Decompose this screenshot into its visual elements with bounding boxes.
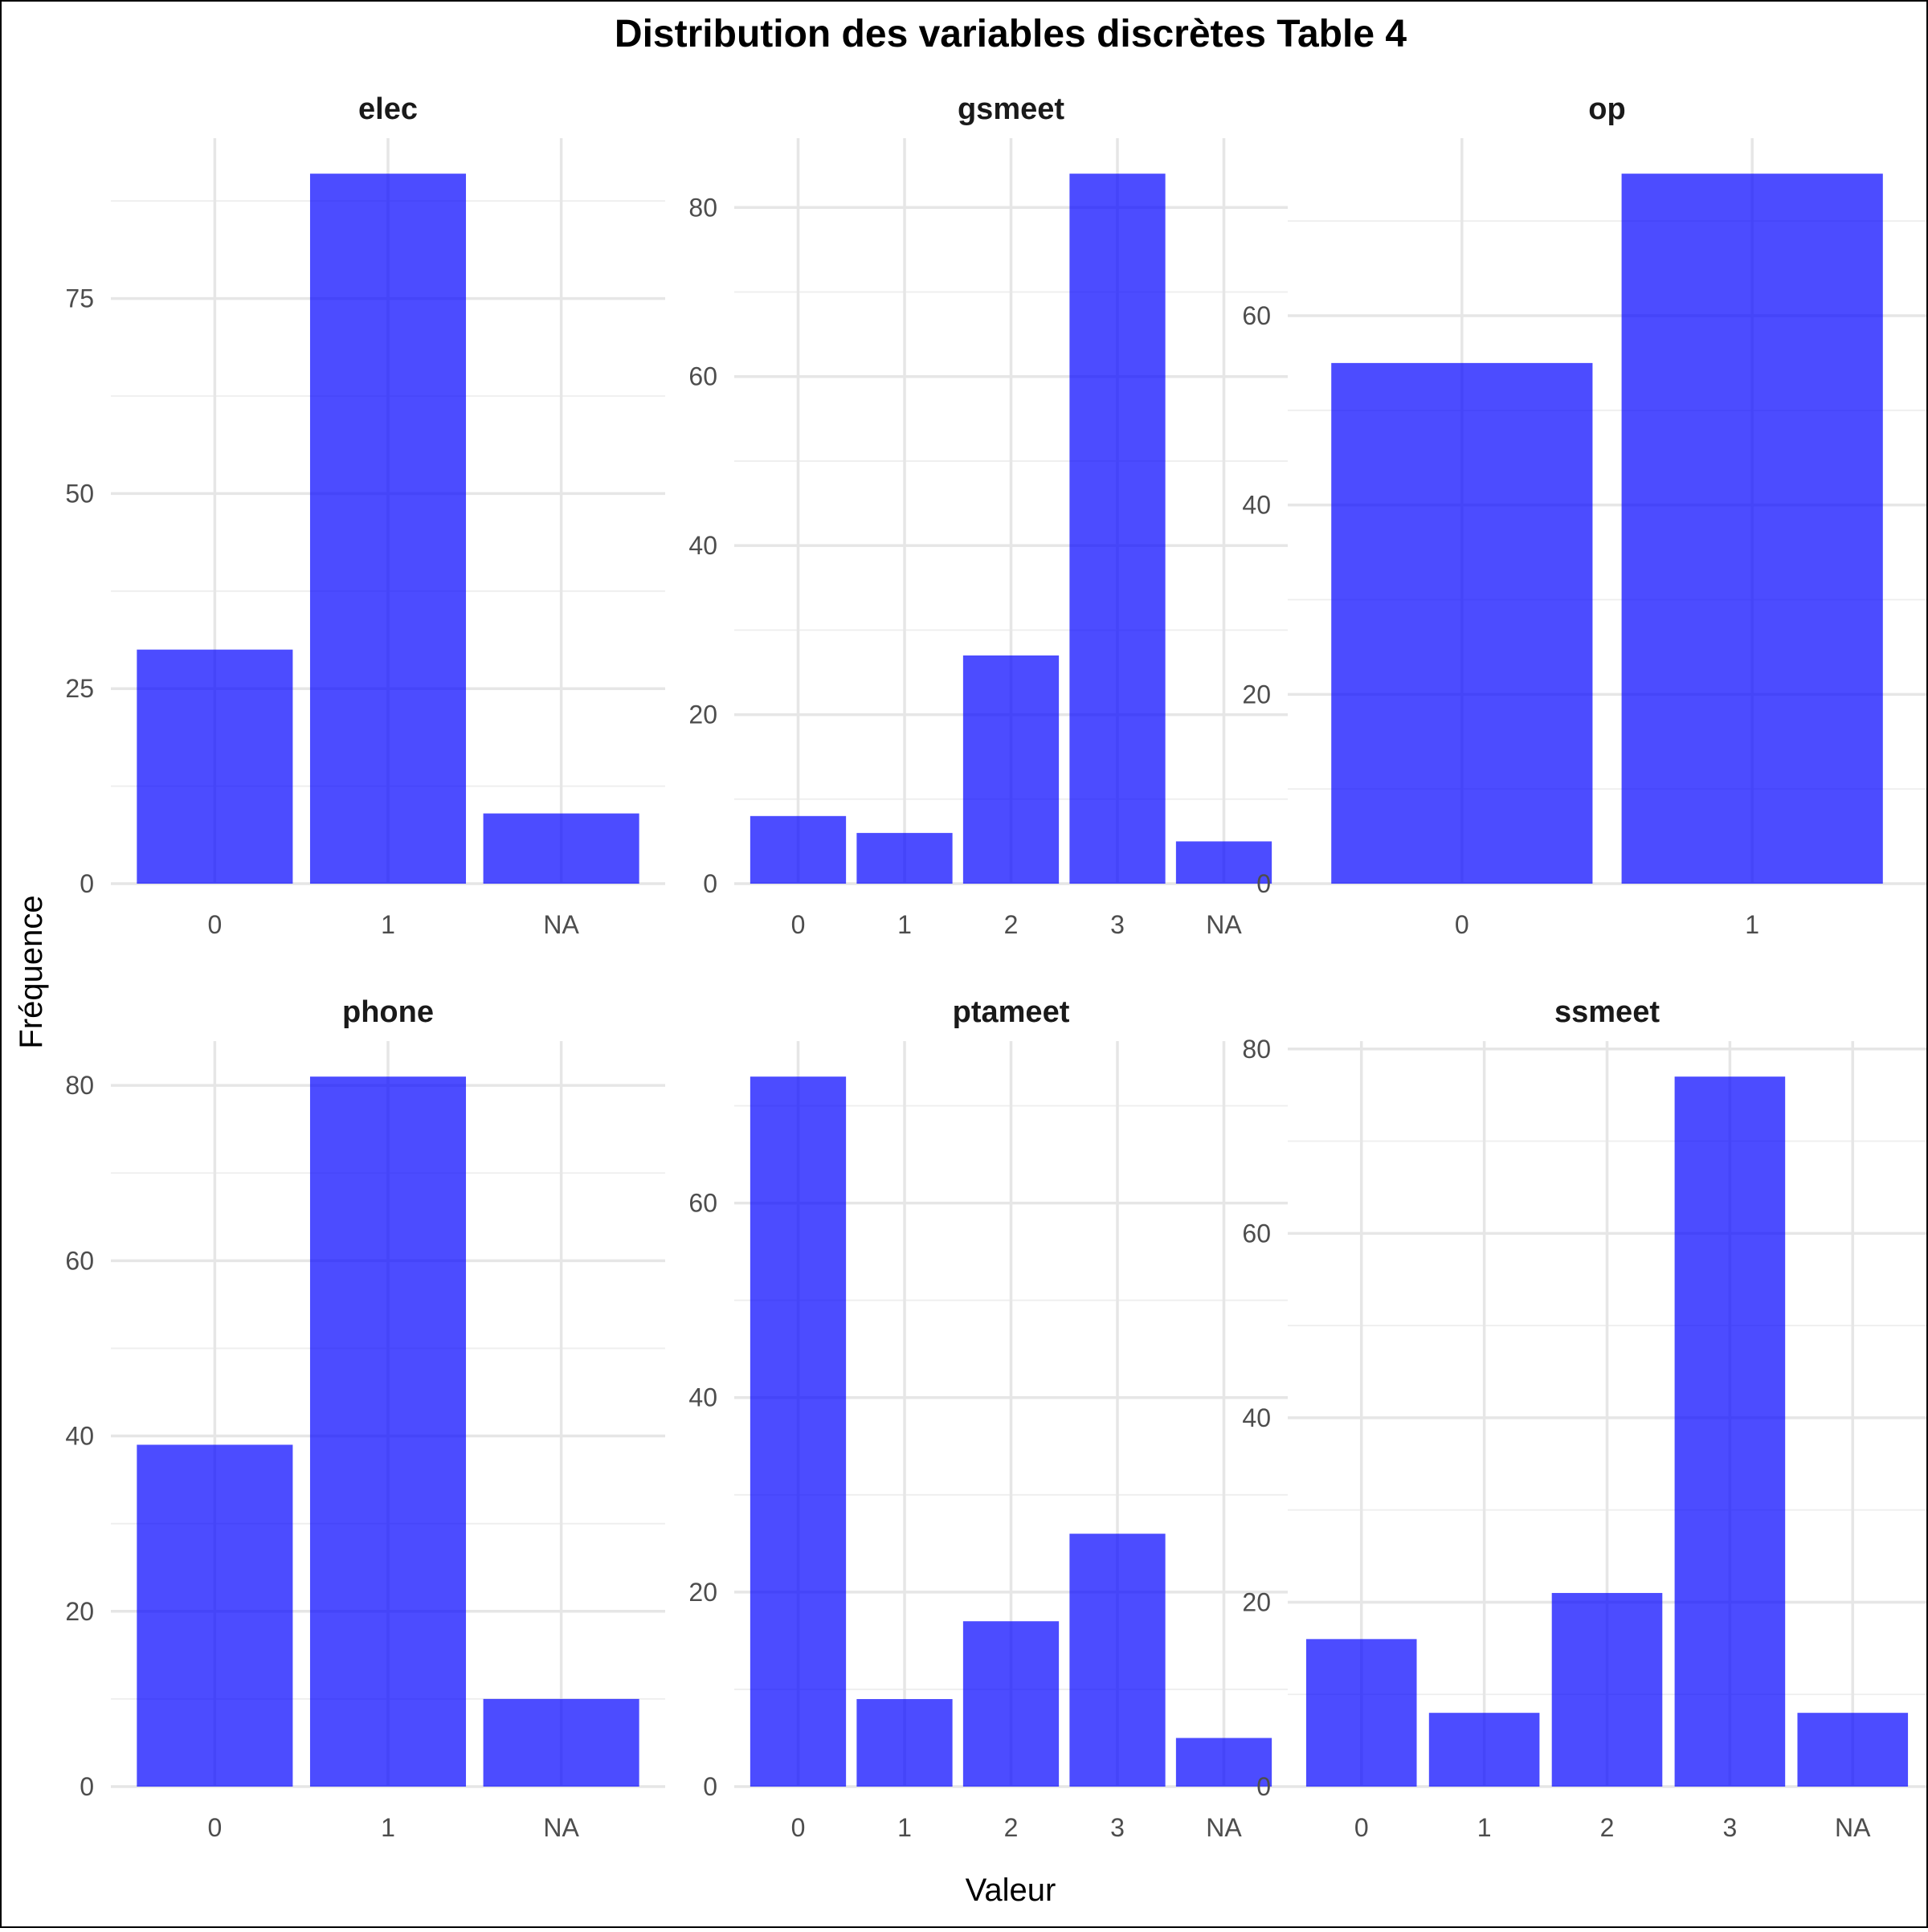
y-tick-label: 0: [1256, 1772, 1271, 1801]
bar-phone-0: [137, 1444, 293, 1787]
y-tick-label: 40: [1242, 1403, 1271, 1432]
bar-elec-0: [137, 649, 293, 884]
bar-ptameet-NA: [1175, 1738, 1272, 1787]
facet-title: op: [1588, 92, 1625, 126]
facet-panel-op: 0 20 40 60 0 1 op: [1242, 92, 1926, 939]
y-tick-label: 40: [65, 1422, 94, 1451]
y-tick-label: 60: [1242, 301, 1271, 330]
bar-ptameet-0: [750, 1076, 847, 1787]
bar-gsmeet-2: [962, 655, 1060, 884]
y-tick-label: 0: [80, 1772, 94, 1801]
y-tick-label: 75: [65, 284, 94, 313]
x-tick-label: 1: [381, 910, 395, 939]
x-tick-label: NA: [543, 910, 579, 939]
y-tick-label: 80: [1242, 1035, 1271, 1064]
y-tick-label: 60: [688, 362, 717, 391]
bar-ptameet-2: [962, 1621, 1060, 1787]
bar-gsmeet-1: [856, 832, 953, 884]
y-tick-label: 0: [703, 869, 717, 898]
y-tick-label: 0: [1256, 869, 1271, 898]
x-tick-label: NA: [1835, 1813, 1871, 1842]
bar-ssmeet-3: [1674, 1076, 1786, 1787]
bar-ptameet-3: [1069, 1534, 1166, 1787]
y-tick-label: 80: [688, 193, 717, 222]
bar-ssmeet-1: [1428, 1713, 1540, 1787]
bar-gsmeet-NA: [1175, 841, 1272, 884]
bar-gsmeet-3: [1069, 174, 1166, 884]
x-tick-label: 3: [1722, 1813, 1737, 1842]
x-tick-label: 1: [897, 1813, 912, 1842]
bar-phone-NA: [483, 1698, 639, 1787]
y-tick-label: 40: [688, 531, 717, 560]
x-tick-label: 1: [381, 1813, 395, 1842]
x-tick-label: NA: [1206, 910, 1242, 939]
x-tick-label: 2: [1004, 910, 1019, 939]
chart-title: Distribution des variables discrètes Tab…: [615, 13, 1407, 55]
facet-panel-elec: 0 25 50 75 0 1 NA elec: [65, 92, 665, 939]
x-tick-label: 0: [791, 1813, 806, 1842]
facet-title: ptameet: [953, 995, 1070, 1029]
bar-op-1: [1621, 174, 1883, 884]
y-axis-title: Fréquence: [14, 895, 49, 1048]
y-tick-label: 20: [1242, 1587, 1271, 1616]
y-tick-label: 60: [1242, 1219, 1271, 1248]
x-tick-label: 2: [1600, 1813, 1615, 1842]
bar-ssmeet-2: [1551, 1592, 1663, 1787]
facet-title: ssmeet: [1554, 995, 1660, 1029]
x-tick-label: 0: [1455, 910, 1469, 939]
y-tick-label: 60: [65, 1246, 94, 1275]
y-tick-label: 40: [688, 1383, 717, 1412]
x-tick-label: 1: [897, 910, 912, 939]
y-tick-label: 0: [703, 1772, 717, 1801]
y-tick-label: 20: [688, 1578, 717, 1607]
x-tick-label: 3: [1110, 910, 1125, 939]
facet-panel-ssmeet: 0 20 40 60 80 0 1 2 3 NA ssmeet: [1242, 995, 1926, 1842]
facet-panel-gsmeet: 0 20 40 60 80 0 1 2 3 NA gsmeet: [688, 92, 1288, 939]
bar-gsmeet-0: [750, 815, 847, 884]
bar-ptameet-1: [856, 1699, 953, 1787]
y-tick-label: 25: [65, 674, 94, 703]
facet-title: phone: [342, 995, 434, 1029]
bar-op-0: [1331, 362, 1593, 884]
bar-ssmeet-NA: [1797, 1713, 1909, 1787]
facet-title: elec: [358, 92, 418, 126]
x-tick-label: NA: [543, 1813, 579, 1842]
x-tick-label: 3: [1110, 1813, 1125, 1842]
y-tick-label: 40: [1242, 491, 1271, 520]
x-tick-label: NA: [1206, 1813, 1242, 1842]
y-tick-label: 60: [688, 1189, 717, 1218]
bar-elec-1: [309, 174, 467, 884]
facet-panel-ptameet: 0 20 40 60 0 1 2 3 NA ptameet: [688, 995, 1288, 1842]
y-tick-label: 20: [1242, 680, 1271, 709]
facet-title: gsmeet: [958, 92, 1064, 126]
x-tick-label: 1: [1745, 910, 1759, 939]
y-tick-label: 80: [65, 1071, 94, 1100]
y-tick-label: 0: [80, 869, 94, 898]
bar-phone-1: [309, 1076, 467, 1787]
x-tick-label: 0: [791, 910, 806, 939]
x-axis-title: Valeur: [966, 1873, 1056, 1908]
y-tick-label: 20: [65, 1597, 94, 1626]
x-tick-label: 1: [1477, 1813, 1492, 1842]
x-tick-label: 2: [1004, 1813, 1019, 1842]
x-tick-label: 0: [1354, 1813, 1369, 1842]
y-tick-label: 50: [65, 479, 94, 508]
y-tick-label: 20: [688, 701, 717, 729]
facet-panel-phone: 0 20 40 60 80 0 1 NA phone: [65, 995, 665, 1842]
bar-ssmeet-0: [1305, 1639, 1417, 1787]
bar-elec-NA: [483, 813, 639, 884]
x-tick-label: 0: [207, 1813, 222, 1842]
x-tick-label: 0: [207, 910, 222, 939]
